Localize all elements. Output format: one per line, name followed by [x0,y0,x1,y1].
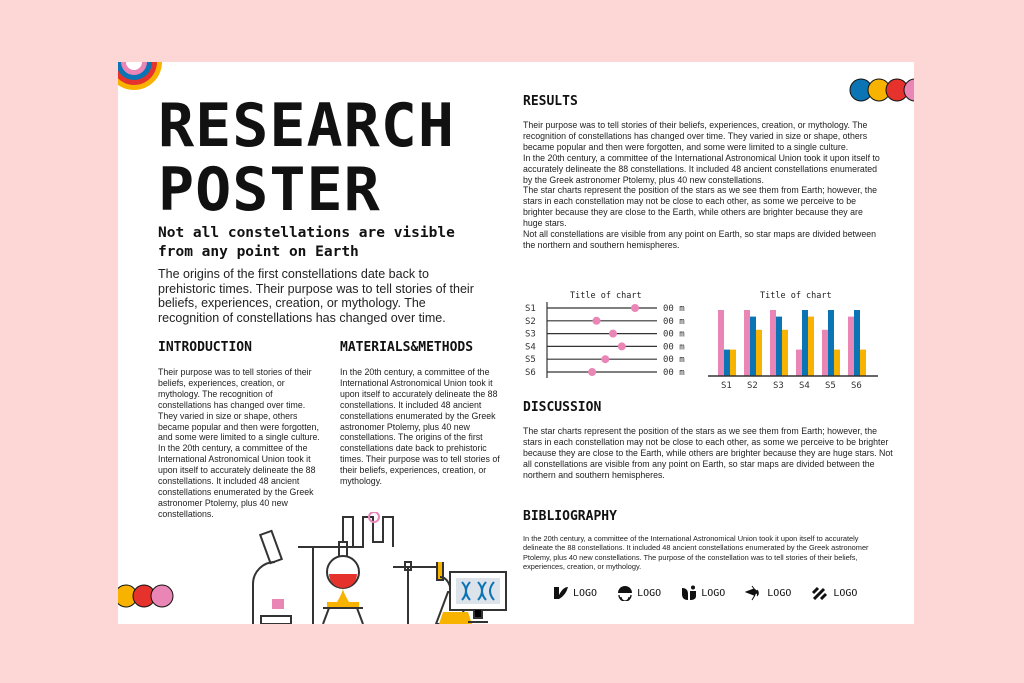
value-label: 00 m [663,355,685,365]
slashes-logo-icon [812,586,828,600]
bar [860,349,866,376]
subtitle: Not all constellations are visible from … [158,225,455,260]
page-title: RESEARCH POSTER [158,91,455,225]
data-point [617,342,626,351]
data-point [609,329,617,338]
poster: RESEARCH POSTER Not all constellations a… [118,62,914,624]
bibliography-heading: BIBLIOGRAPHY [523,509,617,524]
bar [828,310,834,376]
discussion-heading: DISCUSSION [523,400,602,415]
bar [782,329,788,376]
sprout-logo-icon [682,585,697,600]
logo: LOGO [811,585,857,601]
results-text: Their purpose was to tell stories of the… [523,120,880,250]
bar [756,329,762,376]
logo-row: LOGO LOGO LOGO LOGO LOGO [553,585,857,601]
value-label: 00 m [663,342,685,352]
bar [834,349,840,376]
logo: LOGO [681,585,725,601]
bird-logo-icon [745,585,760,601]
bar [796,349,802,376]
leaf-logo-icon [554,587,568,599]
logo: LOGO [745,585,791,601]
data-point [592,316,601,325]
bar [808,316,814,376]
value-label: 00 m [663,304,685,314]
methods-heading: MATERIALS&METHODS [340,340,474,355]
results-heading: RESULTS [523,94,578,109]
colored-dots-decoration [849,78,914,102]
category-label: S5 [525,355,536,365]
data-point [588,368,597,376]
bar [802,310,808,376]
category-label: S5 [825,381,836,391]
dot-chart: S1 00 m S2 00 m S3 00 m S4 00 m S5 00 m S6 00 m [525,302,685,378]
data-point [601,355,610,364]
category-label: S3 [773,381,784,391]
category-label: S4 [525,342,536,352]
circle-logo-icon [618,586,633,601]
category-label: S6 [851,381,862,391]
bar [718,310,724,376]
bibliography-text: In the 20th century, a committee of the … [523,534,869,571]
introduction-text: Their purpose was to tell stories of the… [158,367,320,519]
data-point [631,304,639,312]
category-label: S2 [747,381,758,391]
category-label: S1 [525,304,536,314]
category-label: S2 [525,317,536,327]
category-label: S1 [721,381,732,391]
logo: LOGO [617,585,661,601]
value-label: 00 m [663,330,685,340]
bar [744,310,750,376]
dot-chart-title: Title of chart [570,291,642,301]
bar [822,329,828,376]
bar-chart-title: Title of chart [760,291,832,301]
category-label: S4 [799,381,810,391]
bar [724,349,730,376]
introduction-heading: INTRODUCTION [158,340,252,355]
bar [750,316,756,376]
concentric-circles-decoration [118,62,162,90]
discussion-text: The star charts represent the position o… [523,426,893,480]
bar [776,316,782,376]
methods-text: In the 20th century, a committee of the … [340,367,500,487]
bar [770,310,776,376]
bar [854,310,860,376]
colored-dots-decoration [118,584,174,608]
bar [730,349,736,376]
lead-paragraph: The origins of the first constellations … [158,267,474,325]
category-label: S6 [525,368,536,378]
value-label: 00 m [663,368,685,378]
dna-monitor-icon [449,571,507,623]
value-label: 00 m [663,317,685,327]
bar [848,316,854,376]
logo: LOGO [553,585,597,601]
bar-chart: S1 S2 S3 S4 S5 S6 [708,310,878,391]
category-label: S3 [525,330,536,340]
